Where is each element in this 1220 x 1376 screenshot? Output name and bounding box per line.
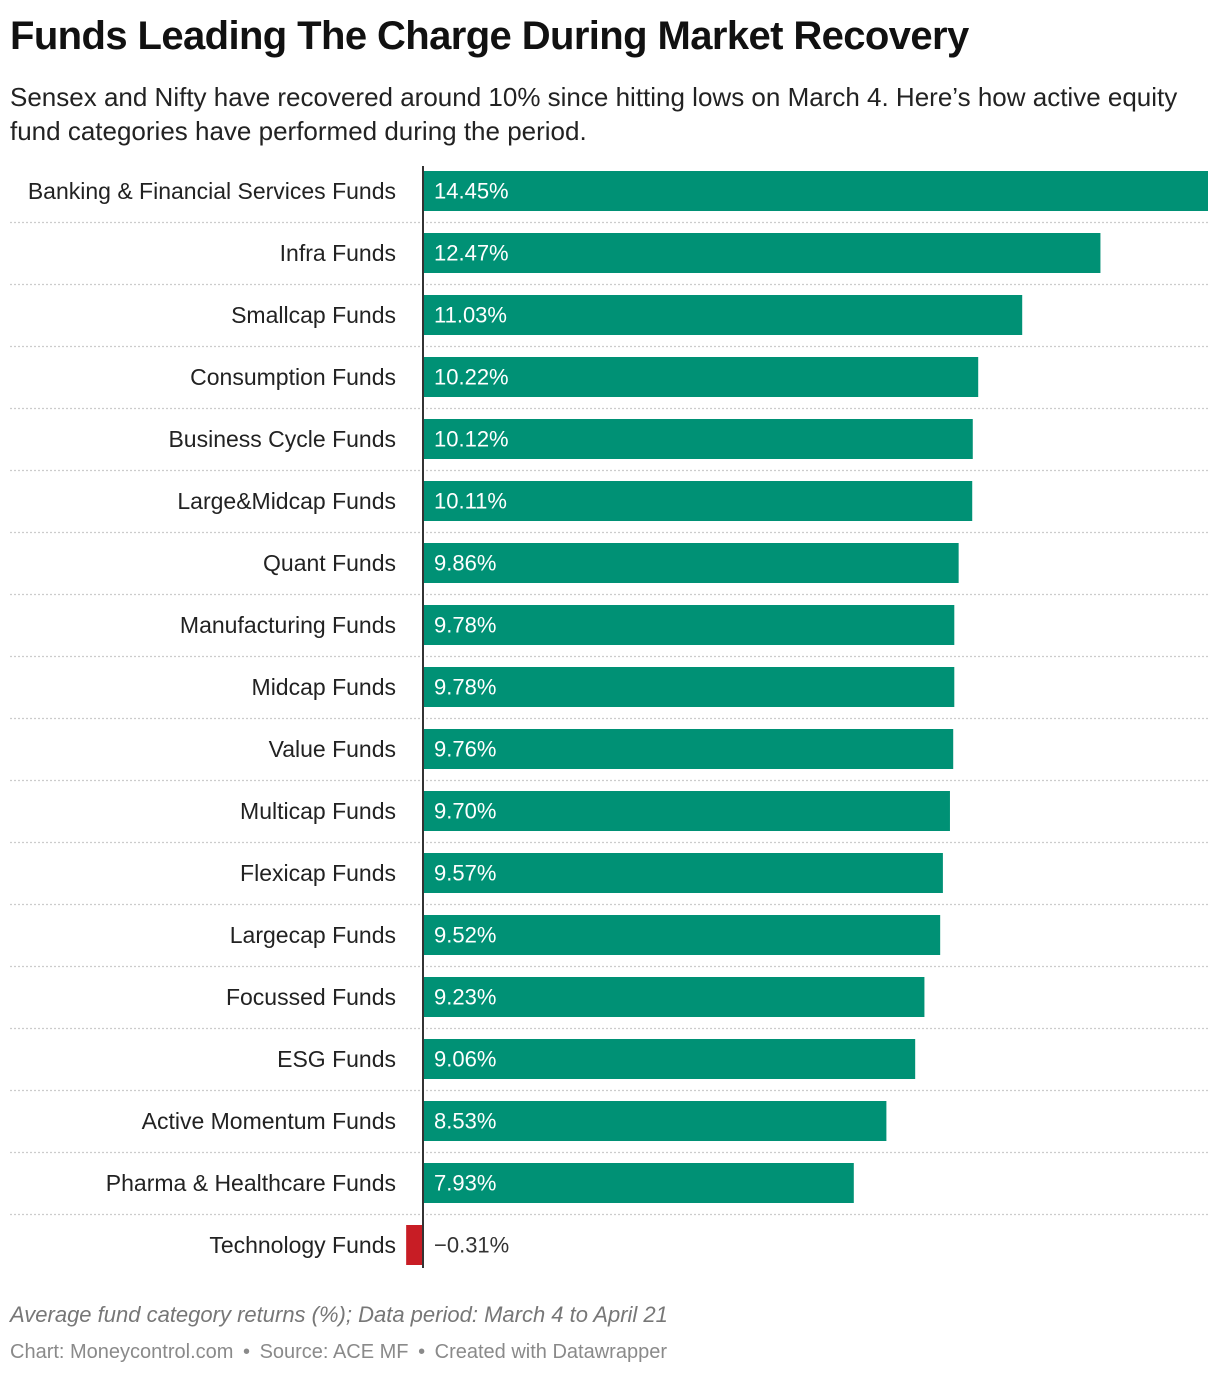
value-label: 12.47% [434, 241, 509, 266]
value-label: 10.12% [434, 427, 509, 452]
chart-notes: Average fund category returns (%); Data … [10, 1302, 668, 1327]
footer-separator: • [418, 1341, 426, 1363]
bar [423, 1163, 854, 1203]
bar [423, 171, 1208, 211]
chart-title: Funds Leading The Charge During Market R… [10, 14, 969, 58]
value-label: 14.45% [434, 179, 509, 204]
bar [423, 853, 943, 893]
category-label: Midcap Funds [252, 674, 396, 700]
category-label: Active Momentum Funds [142, 1108, 396, 1134]
bar [423, 605, 955, 645]
category-label: Quant Funds [263, 550, 396, 576]
category-label: Manufacturing Funds [180, 612, 396, 638]
footer-chart-credit: Chart: Moneycontrol.com [10, 1341, 234, 1363]
bar [423, 977, 925, 1017]
value-label: 9.70% [434, 799, 496, 824]
value-label: 9.78% [434, 613, 496, 638]
bar-chart: Banking & Financial Services Funds 14.45%… [0, 160, 1220, 1270]
bar [423, 419, 973, 459]
value-label: 9.86% [434, 551, 496, 576]
category-label: ESG Funds [277, 1046, 396, 1072]
bar [423, 915, 941, 955]
footer-separator: • [242, 1341, 250, 1363]
category-label: Consumption Funds [190, 364, 396, 390]
bar [423, 791, 950, 831]
category-label: Smallcap Funds [231, 302, 396, 328]
bar [423, 543, 959, 583]
category-label: Large&Midcap Funds [177, 488, 396, 514]
category-label: Banking & Financial Services Funds [28, 178, 396, 204]
bar [423, 667, 955, 707]
value-label: 9.23% [434, 985, 496, 1010]
value-label: 7.93% [434, 1171, 496, 1196]
bar [423, 357, 979, 397]
value-label: 9.06% [434, 1047, 496, 1072]
chart-subtitle: Sensex and Nifty have recovered around 1… [10, 82, 1178, 146]
category-label: Pharma & Healthcare Funds [106, 1170, 396, 1196]
bar [423, 1101, 887, 1141]
category-label: Flexicap Funds [240, 860, 396, 886]
bar [423, 729, 954, 769]
value-label: 9.76% [434, 737, 496, 762]
value-label: 10.11% [434, 489, 507, 514]
bar [423, 481, 973, 521]
category-label: Largecap Funds [230, 922, 396, 948]
bar [423, 1039, 916, 1079]
value-label: 11.03% [434, 303, 507, 328]
category-label: Technology Funds [209, 1232, 396, 1258]
value-label: −0.31% [434, 1233, 509, 1258]
value-label: 10.22% [434, 365, 509, 390]
bar-chart-svg: Banking & Financial Services Funds 14.45%… [10, 166, 1208, 1268]
value-label: 9.52% [434, 923, 496, 948]
value-label: 9.78% [434, 675, 496, 700]
value-label: 8.53% [434, 1109, 496, 1134]
category-label: Infra Funds [280, 240, 396, 266]
category-label: Value Funds [269, 736, 396, 762]
footer-source: Source: ACE MF [259, 1341, 409, 1363]
category-label: Business Cycle Funds [168, 426, 396, 452]
chart-footer: Chart: Moneycontrol.com • Source: ACE MF… [10, 1338, 667, 1366]
bar [423, 295, 1023, 335]
category-label: Multicap Funds [240, 798, 396, 824]
bar [423, 233, 1101, 273]
category-label: Focussed Funds [226, 984, 396, 1010]
value-label: 9.57% [434, 861, 496, 886]
footer-created-with: Created with Datawrapper [434, 1341, 667, 1363]
bar [406, 1225, 423, 1265]
